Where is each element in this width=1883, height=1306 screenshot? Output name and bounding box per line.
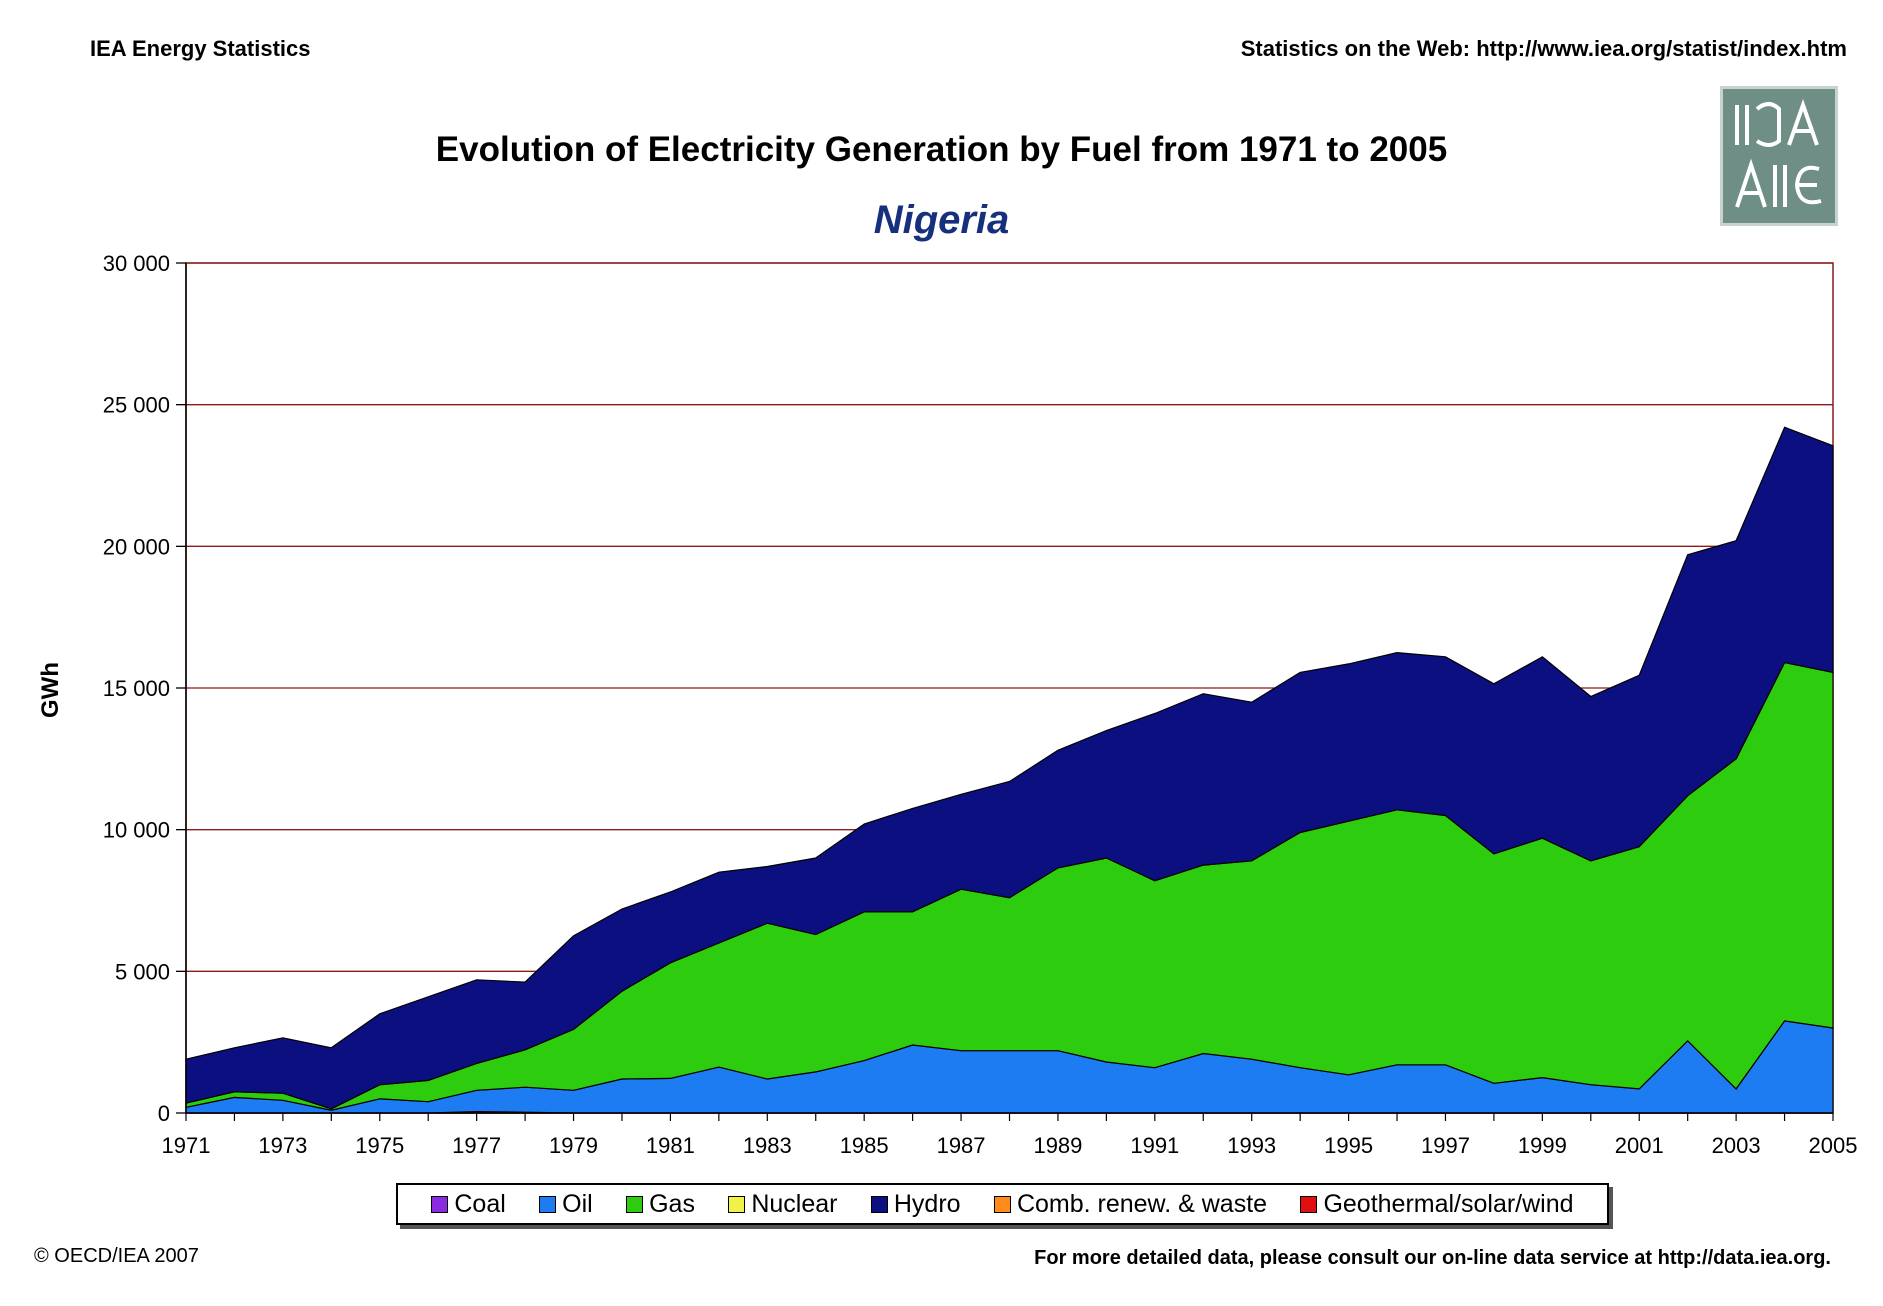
x-tick-label: 1979 xyxy=(549,1133,598,1158)
footer-note: For more detailed data, please consult o… xyxy=(1034,1247,1831,1269)
y-tick-label: 10 000 xyxy=(103,818,170,843)
x-tick-label: 1993 xyxy=(1227,1133,1276,1158)
iea-logo-glyph xyxy=(1735,98,1822,208)
x-tick-label: 1981 xyxy=(646,1133,695,1158)
legend-item: Coal xyxy=(431,1189,506,1219)
header-right-text: Statistics on the Web: http://www.iea.or… xyxy=(1240,36,1847,61)
x-tick-label: 1977 xyxy=(452,1133,501,1158)
x-tick-label: 1995 xyxy=(1324,1133,1373,1158)
x-tick-label: 1985 xyxy=(840,1133,889,1158)
legend-label: Comb. renew. & waste xyxy=(1016,1189,1268,1218)
x-tick-labels: 1971 1973 1975 1977 1979 1981 1983 1985 1987 1989… xyxy=(162,1113,1858,1158)
x-tick-label: 2001 xyxy=(1615,1133,1664,1158)
x-tick-label: 1999 xyxy=(1518,1133,1567,1158)
legend-item: Comb. renew. & waste xyxy=(993,1189,1268,1219)
legend-swatch xyxy=(626,1195,644,1213)
footer-copyright: © OECD/IEA 2007 xyxy=(34,1245,199,1267)
legend-swatch xyxy=(728,1195,746,1213)
y-axis-label: GWh xyxy=(37,662,64,718)
area-hydro xyxy=(185,426,1834,1110)
legend-item: Nuclear xyxy=(728,1189,838,1219)
y-tick-label: 0 xyxy=(158,1101,170,1126)
chart-legend: Coal Oil Gas Nuclear Hydro Comb. renew. & was… xyxy=(396,1183,1609,1225)
y-tick-label: 30 000 xyxy=(103,251,170,276)
header-left-text: IEA Energy Statistics xyxy=(90,36,311,61)
legend-item: Geothermal/solar/wind xyxy=(1300,1189,1574,1219)
x-tick-label: 1973 xyxy=(258,1133,307,1158)
legend-swatch xyxy=(431,1195,449,1213)
legend-swatch xyxy=(870,1195,888,1213)
chart-subtitle: Nigeria xyxy=(873,198,1010,242)
iea-logo-icon xyxy=(1720,86,1838,226)
x-tick-label: 1971 xyxy=(162,1133,211,1158)
x-tick-label: 2005 xyxy=(1809,1133,1858,1158)
legend-label: Hydro xyxy=(893,1189,961,1218)
x-tick-label: 1991 xyxy=(1130,1133,1179,1158)
x-tick-label: 1983 xyxy=(743,1133,792,1158)
legend-item: Hydro xyxy=(870,1189,961,1219)
legend-item: Oil xyxy=(539,1190,593,1219)
legend-label: Nuclear xyxy=(751,1189,838,1218)
legend-swatch xyxy=(1300,1195,1318,1213)
x-tick-label: 2003 xyxy=(1712,1133,1761,1158)
x-tick-label: 1975 xyxy=(355,1133,404,1158)
x-tick-label: 1997 xyxy=(1421,1133,1470,1158)
legend-swatch xyxy=(993,1195,1011,1213)
y-tick-label: 25 000 xyxy=(103,393,170,418)
legend-item: Gas xyxy=(626,1190,695,1219)
y-tick-label: 20 000 xyxy=(103,534,170,559)
legend-label: Oil xyxy=(562,1189,593,1218)
legend-label: Coal xyxy=(454,1189,506,1218)
y-tick-label: 15 000 xyxy=(103,676,170,701)
chart-title: Evolution of Electricity Generation by F… xyxy=(435,130,1448,169)
x-tick-label: 1989 xyxy=(1033,1133,1082,1158)
y-tick-label: 5 000 xyxy=(115,959,170,984)
x-tick-label: 1987 xyxy=(937,1133,986,1158)
legend-swatch xyxy=(539,1195,557,1213)
y-tick-labels: 0 5 000 10 000 15 000 20 000 25 000 30 000 xyxy=(103,251,186,1126)
legend-label: Geothermal/solar/wind xyxy=(1323,1189,1574,1218)
legend-label: Gas xyxy=(649,1189,695,1218)
